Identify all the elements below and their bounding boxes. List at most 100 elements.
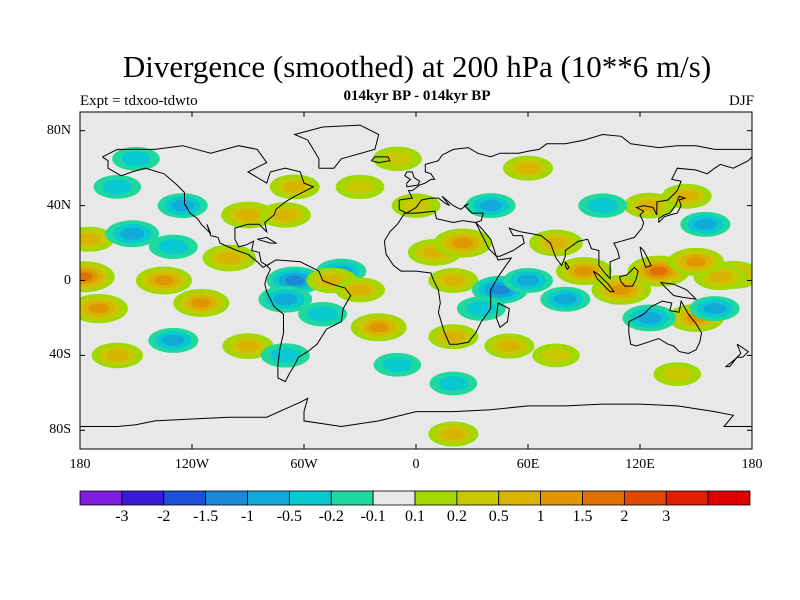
contour-blob [121,151,151,167]
colorbar-label: -0.2 [318,508,344,525]
contour-blob [516,162,540,174]
lon-tick-label: 120W [174,457,210,472]
colorbar-label: 0.1 [405,508,425,525]
colorbar-swatch [498,490,542,506]
contour-blob [544,237,568,250]
contour-blob [686,256,706,267]
contour-blob [498,340,521,352]
coastline [592,270,615,293]
coastline [398,133,752,280]
colorbar-swatch [665,490,709,506]
colorbar-swatch [582,490,625,506]
contour-blob [284,275,305,286]
contour-blob [102,179,132,195]
lat-tick-label: 0 [64,272,71,288]
coastline [102,145,315,269]
contour-blob [80,272,93,282]
contour-blob [466,301,497,317]
coastline [628,299,703,355]
colorbar-label: 1 [536,508,545,525]
contour-blob [587,198,618,214]
contour-blob [554,293,577,305]
contour-blob [649,266,668,276]
colorbar-swatch [205,490,248,506]
contour-blob [382,151,413,167]
contour-blob [442,274,465,287]
coastline [370,156,391,164]
colorbar-swatch [623,490,667,506]
contour-blob [171,200,194,212]
coastline [564,261,570,271]
contour-blob [120,227,145,240]
contour-blob [516,274,540,287]
colorbar-swatch [414,490,458,506]
colorbar-swatch [163,490,207,506]
season-label: DJF [728,93,754,109]
colorbar-swatch [288,490,332,506]
contour-blob [574,266,594,277]
coastline [658,195,687,223]
coastline [639,246,652,269]
colorbar-label: -1 [240,508,255,525]
experiment-label: Expt = tdxoo-tdwto [80,93,198,109]
coastline [80,397,752,428]
contour-blob [273,209,297,221]
colorbar-label: -1.5 [192,508,219,525]
contour-blob [637,311,662,324]
lon-tick-label: 0 [412,457,420,472]
contour-blob [162,334,185,346]
contour-blob [637,199,661,212]
contour-blob [442,428,465,440]
contour-layer [80,146,752,447]
contour-blob [105,349,129,362]
contour-blob [479,200,502,212]
coastline [495,302,510,329]
coastline [264,259,352,383]
coastline [404,171,421,188]
contour-blob [270,347,301,363]
contour-blob [382,357,412,373]
coastline [619,266,639,287]
contour-blob [694,218,717,230]
coastline [383,210,513,345]
contour-blob [283,181,306,193]
colorbar-swatch [456,490,500,506]
contour-blob [703,303,726,315]
contour-blob [344,179,376,195]
colorbar-label: 0.5 [488,508,509,525]
contour-blob [236,340,260,352]
contour-blob [368,322,389,333]
contour-blob [158,239,189,255]
colorbar-label: -2 [157,508,171,525]
colorbar-swatch [79,490,123,506]
colorbar-label: -0.1 [360,508,386,525]
colorbar-label: -3 [115,508,129,525]
colorbar-label: 0.2 [446,508,467,525]
coastline [724,343,750,368]
contour-blob [320,274,344,287]
contour-blob [610,284,632,296]
colorbar-swatch [372,490,416,506]
colorbar-swatch [121,490,165,506]
lon-tick-label: 60W [290,457,318,472]
lon-tick-label: 180 [69,457,91,472]
coastline [660,281,698,300]
contour-blob [154,275,174,286]
contour-blob [662,366,692,382]
plot-title: Divergence (smoothed) at 200 hPa (10**6 … [122,49,712,84]
colorbar-label: 2 [620,508,629,525]
contour-blob [490,284,510,295]
colorbar-swatch [247,490,290,506]
colorbar-swatch [707,490,751,506]
colorbar-swatch [330,490,374,506]
contour-blob [80,233,101,245]
contour-blob [438,376,468,391]
lat-tick-label: 40S [49,347,71,363]
contour-blob [452,237,473,249]
lon-tick-label: 120E [625,457,655,472]
contour-blob [708,270,733,283]
contour-blob [307,306,338,322]
contour-blob [88,303,109,314]
